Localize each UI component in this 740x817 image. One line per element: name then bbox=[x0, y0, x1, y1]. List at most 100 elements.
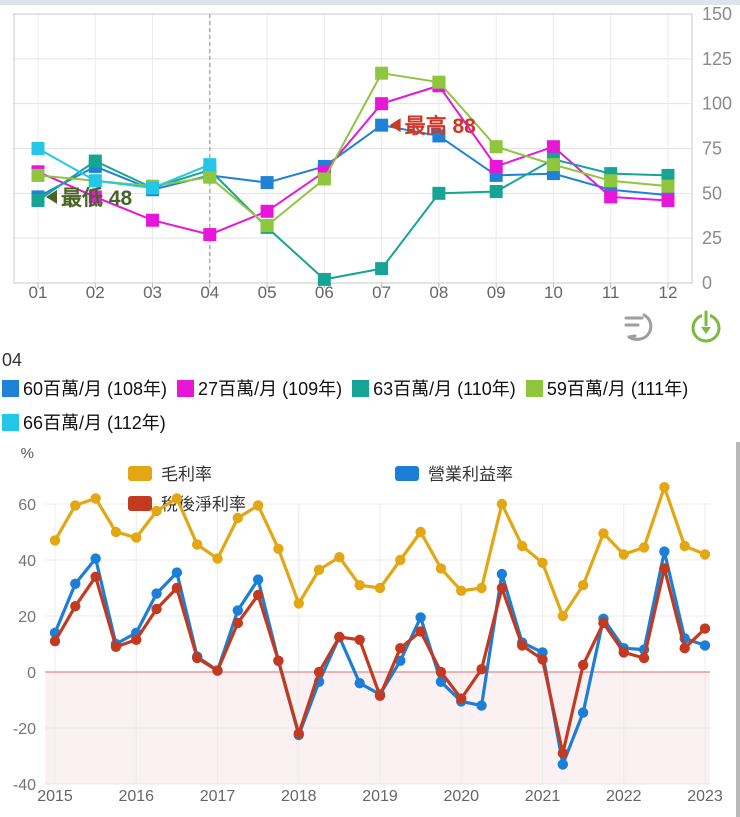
data-point-marker[interactable] bbox=[537, 557, 548, 568]
data-point-marker[interactable] bbox=[90, 571, 101, 582]
data-point-marker[interactable] bbox=[146, 181, 160, 195]
monthly-comparison-chart[interactable]: 0 25 50 75 100 125 150 01 02 03 04 05 06 07 08 09 10 11 12… bbox=[0, 6, 740, 306]
series-稅後淨利率[interactable] bbox=[49, 563, 711, 759]
data-point-marker[interactable] bbox=[496, 568, 508, 580]
series-66百萬/月 (112年)[interactable] bbox=[31, 142, 217, 195]
data-point-marker[interactable] bbox=[375, 97, 389, 111]
data-point-marker[interactable] bbox=[317, 272, 331, 286]
data-point-marker[interactable] bbox=[604, 174, 618, 188]
data-point-marker[interactable] bbox=[476, 582, 487, 594]
data-point-marker[interactable] bbox=[232, 617, 244, 629]
data-point-marker[interactable] bbox=[435, 563, 447, 574]
data-point-marker[interactable] bbox=[252, 574, 264, 585]
data-point-marker[interactable] bbox=[659, 546, 670, 557]
data-point-marker[interactable] bbox=[293, 728, 304, 739]
data-point-marker[interactable] bbox=[203, 170, 217, 184]
data-point-marker[interactable] bbox=[260, 204, 274, 218]
series-27百萬/月 (109年)[interactable] bbox=[31, 79, 675, 242]
data-point-marker[interactable] bbox=[395, 554, 406, 566]
data-point-marker[interactable] bbox=[31, 194, 45, 208]
data-point-marker[interactable] bbox=[88, 190, 102, 204]
data-point-marker[interactable] bbox=[313, 666, 325, 678]
margin-ratios-chart[interactable]: 2015 2016 2017 2018 2019 2020 2021 2022 2023 -40 -… bbox=[0, 440, 740, 817]
legend-item[interactable]: 稅後淨利率 bbox=[128, 495, 246, 514]
data-point-marker[interactable] bbox=[146, 213, 160, 227]
legend-item[interactable]: 營業利益率 bbox=[395, 465, 513, 484]
data-point-marker[interactable] bbox=[537, 654, 548, 665]
data-point-marker[interactable] bbox=[661, 194, 675, 208]
data-point-marker[interactable] bbox=[432, 129, 446, 143]
data-point-marker[interactable] bbox=[191, 539, 203, 550]
data-point-marker[interactable] bbox=[354, 634, 365, 645]
data-point-marker[interactable] bbox=[557, 748, 569, 759]
data-point-marker[interactable] bbox=[489, 140, 503, 154]
data-point-marker[interactable] bbox=[661, 179, 675, 193]
data-point-marker[interactable] bbox=[516, 640, 528, 651]
restore-icon[interactable] bbox=[618, 308, 658, 346]
legend-item[interactable]: 66百萬/月 (112年) bbox=[2, 409, 166, 435]
data-point-marker[interactable] bbox=[260, 176, 274, 190]
data-point-marker[interactable] bbox=[354, 580, 365, 591]
data-point-marker[interactable] bbox=[577, 580, 589, 591]
data-point-marker[interactable] bbox=[432, 186, 446, 200]
data-point-marker[interactable] bbox=[203, 228, 217, 242]
data-point-marker[interactable] bbox=[31, 168, 45, 182]
data-point-marker[interactable] bbox=[110, 641, 122, 652]
series-63百萬/月 (110年)[interactable] bbox=[31, 152, 675, 286]
data-point-marker[interactable] bbox=[70, 500, 81, 511]
data-point-marker[interactable] bbox=[577, 707, 589, 718]
data-point-marker[interactable] bbox=[661, 168, 675, 182]
data-point-marker[interactable] bbox=[88, 154, 102, 168]
data-point-marker[interactable] bbox=[374, 582, 386, 594]
data-point-marker[interactable] bbox=[489, 185, 503, 199]
data-point-marker[interactable] bbox=[151, 603, 162, 615]
data-point-marker[interactable] bbox=[604, 190, 618, 204]
data-point-marker[interactable] bbox=[31, 142, 45, 155]
data-point-marker[interactable] bbox=[313, 564, 325, 575]
scrollbar[interactable] bbox=[736, 442, 740, 817]
data-point-marker[interactable] bbox=[171, 567, 183, 578]
data-point-marker[interactable] bbox=[375, 262, 389, 276]
data-point-marker[interactable] bbox=[659, 482, 670, 493]
data-point-marker[interactable] bbox=[638, 652, 650, 664]
data-point-marker[interactable] bbox=[131, 532, 142, 543]
data-point-marker[interactable] bbox=[395, 643, 406, 654]
data-point-marker[interactable] bbox=[375, 118, 389, 132]
series-毛利率[interactable] bbox=[49, 482, 711, 622]
legend-item[interactable]: 27百萬/月 (109年) bbox=[177, 375, 342, 401]
legend-item[interactable]: 60百萬/月 (108年) bbox=[2, 375, 167, 401]
data-point-marker[interactable] bbox=[557, 759, 569, 770]
data-point-marker[interactable] bbox=[557, 610, 569, 622]
data-point-marker[interactable] bbox=[679, 643, 690, 654]
data-point-marker[interactable] bbox=[496, 582, 508, 594]
data-point-marker[interactable] bbox=[375, 66, 389, 80]
data-point-marker[interactable] bbox=[70, 578, 81, 589]
data-point-marker[interactable] bbox=[151, 505, 162, 517]
data-point-marker[interactable] bbox=[546, 158, 560, 172]
data-point-marker[interactable] bbox=[374, 690, 386, 701]
data-point-marker[interactable] bbox=[489, 159, 503, 173]
data-point-marker[interactable] bbox=[49, 535, 61, 546]
data-point-marker[interactable] bbox=[618, 647, 629, 658]
data-point-marker[interactable] bbox=[191, 652, 203, 664]
data-point-marker[interactable] bbox=[598, 528, 609, 539]
legend-item[interactable]: 63百萬/月 (110年) bbox=[352, 375, 516, 401]
data-point-marker[interactable] bbox=[618, 549, 629, 560]
data-point-marker[interactable] bbox=[70, 601, 81, 612]
data-point-marker[interactable] bbox=[598, 617, 609, 629]
data-point-marker[interactable] bbox=[49, 636, 61, 647]
data-point-marker[interactable] bbox=[638, 542, 650, 553]
data-point-marker[interactable] bbox=[516, 540, 528, 552]
data-point-marker[interactable] bbox=[317, 172, 331, 186]
data-point-marker[interactable] bbox=[334, 552, 345, 563]
data-point-marker[interactable] bbox=[212, 553, 223, 564]
data-point-marker[interactable] bbox=[432, 75, 446, 89]
data-point-marker[interactable] bbox=[435, 676, 447, 687]
data-point-marker[interactable] bbox=[90, 553, 101, 564]
data-point-marker[interactable] bbox=[212, 665, 223, 676]
data-point-marker[interactable] bbox=[699, 549, 711, 560]
data-point-marker[interactable] bbox=[252, 500, 264, 511]
data-point-marker[interactable] bbox=[415, 612, 426, 623]
data-point-marker[interactable] bbox=[203, 158, 217, 172]
data-point-marker[interactable] bbox=[699, 640, 711, 651]
